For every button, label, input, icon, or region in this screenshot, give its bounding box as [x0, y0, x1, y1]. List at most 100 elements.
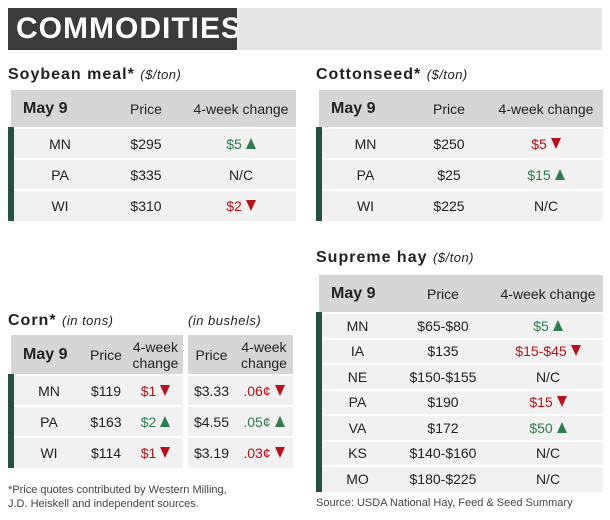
down-arrow: [556, 396, 567, 408]
row: WI $310 $2: [8, 189, 296, 221]
cell: $135: [393, 337, 493, 364]
cell: PA: [316, 158, 409, 190]
down-arrow: [160, 384, 171, 396]
cell: N/C: [186, 158, 296, 190]
table-body: May 9 Price 4-week change MN $119 $1 PA $163 $…: [8, 335, 183, 468]
row: $3.19 .03¢: [188, 436, 293, 468]
cell: $65-$80: [393, 312, 493, 339]
up-arrow: [245, 137, 256, 149]
section-title: Cottonseed* ($/ton): [316, 66, 468, 84]
cell: N/C: [493, 465, 603, 492]
table-body: Price 4-week change $3.33 .06¢ $4.55 .05¢ $…: [188, 335, 293, 468]
cell: $5: [489, 127, 603, 159]
down-arrow: [274, 384, 285, 396]
cell: WI: [316, 189, 409, 221]
cell: $2: [186, 189, 296, 221]
column-header: May 9: [11, 90, 106, 128]
cell: $5: [186, 127, 296, 159]
section-title: Soybean meal* ($/ton): [8, 66, 181, 84]
change: $1: [140, 445, 157, 461]
cell: PA: [8, 158, 106, 190]
down-arrow: [570, 345, 581, 357]
table-body: May 9 Price 4-week change MN $250 $5 PA $25 $1…: [316, 90, 603, 221]
table-body: May 9 Price 4-week change MN $295 $5 PA $335 N…: [8, 90, 296, 221]
up-arrow: [274, 415, 285, 427]
column-header: Price: [84, 335, 128, 375]
footnote: J.D. Heiskell and independent sources.: [8, 498, 199, 510]
corn-bushel-table: Price 4-week change $3.33 .06¢ $4.55 .05¢ $…: [188, 335, 293, 468]
change: $5: [226, 135, 242, 152]
column-header: 4-week change: [235, 335, 293, 375]
cell: .06¢: [235, 374, 293, 406]
cell: $4.55: [188, 405, 235, 437]
row: NE $150-$155 N/C: [316, 363, 603, 390]
up-arrow: [160, 415, 171, 427]
cell: WI: [8, 189, 106, 221]
cell: $225: [409, 189, 489, 221]
change: Corn*: [8, 312, 57, 329]
cell: $2: [128, 405, 183, 437]
cell: $15: [489, 158, 603, 190]
cell: MN: [316, 312, 393, 339]
row: May 9 Price 4-week change: [319, 90, 603, 128]
corn-table: May 9 Price 4-week change MN $119 $1 PA $163 $…: [8, 335, 183, 468]
change: .05¢: [243, 413, 271, 430]
footnote: *Price quotes contributed by Western Mil…: [8, 484, 227, 496]
row: WI $114 $1: [8, 436, 183, 468]
row: MN $295 $5: [8, 127, 296, 159]
down-arrow: [245, 200, 256, 211]
cell: $172: [393, 414, 493, 441]
cell: $295: [106, 127, 186, 159]
cell: MN: [8, 127, 106, 159]
cell: PA: [8, 405, 84, 437]
cell: $163: [84, 405, 128, 437]
row: PA $190 $15: [316, 388, 603, 415]
change: $1: [140, 382, 157, 399]
cell: $1: [128, 436, 183, 468]
column-header: 4-week change: [493, 275, 603, 313]
cell: N/C: [489, 189, 603, 221]
column-header: 4-week change: [186, 90, 296, 128]
hay-table: May 9 Price 4-week change MN $65-$80 $5 IA $1…: [316, 275, 603, 492]
change: $50: [529, 419, 553, 436]
cell: $1: [128, 374, 183, 406]
change: .03¢: [243, 445, 271, 461]
row: $4.55 .05¢: [188, 405, 293, 437]
cell: .05¢: [235, 405, 293, 437]
cell: $15: [493, 388, 603, 415]
row: IA $135 $15-$45: [316, 337, 603, 364]
cell: NE: [316, 363, 393, 390]
row: WI $225 N/C: [316, 189, 603, 221]
cell: $114: [84, 436, 128, 468]
column-header: May 9: [11, 335, 84, 375]
cell: $3.33: [188, 374, 235, 406]
up-arrow: [556, 421, 567, 433]
row: PA $163 $2: [8, 405, 183, 437]
change: Supreme hay: [316, 249, 428, 266]
row: May 9 Price 4-week change: [11, 335, 183, 375]
cell: $15-$45: [493, 337, 603, 364]
change: $2: [226, 198, 242, 214]
column-header: May 9: [319, 275, 393, 313]
change: $5: [531, 135, 547, 152]
cell: $310: [106, 189, 186, 221]
row: PA $335 N/C: [8, 158, 296, 190]
row: MO $180-$225 N/C: [316, 465, 603, 492]
down-arrow: [274, 447, 285, 458]
cell: WI: [8, 436, 84, 468]
down-arrow: [160, 447, 171, 458]
change: $15: [527, 166, 551, 183]
row: May 9 Price 4-week change: [11, 90, 296, 128]
cell: $5: [493, 312, 603, 339]
up-arrow: [554, 168, 565, 180]
soybean-table: May 9 Price 4-week change MN $295 $5 PA $335 N…: [8, 90, 296, 221]
down-arrow: (in tons): [62, 313, 114, 328]
cell: MO: [316, 465, 393, 492]
down-arrow: ($/ton): [432, 250, 475, 265]
header-title: COMMODITIES: [8, 8, 241, 50]
down-arrow: ($/ton): [140, 67, 182, 82]
row: MN $119 $1: [8, 374, 183, 406]
cell: MN: [8, 374, 84, 406]
down-arrow: ($/ton): [426, 67, 468, 82]
